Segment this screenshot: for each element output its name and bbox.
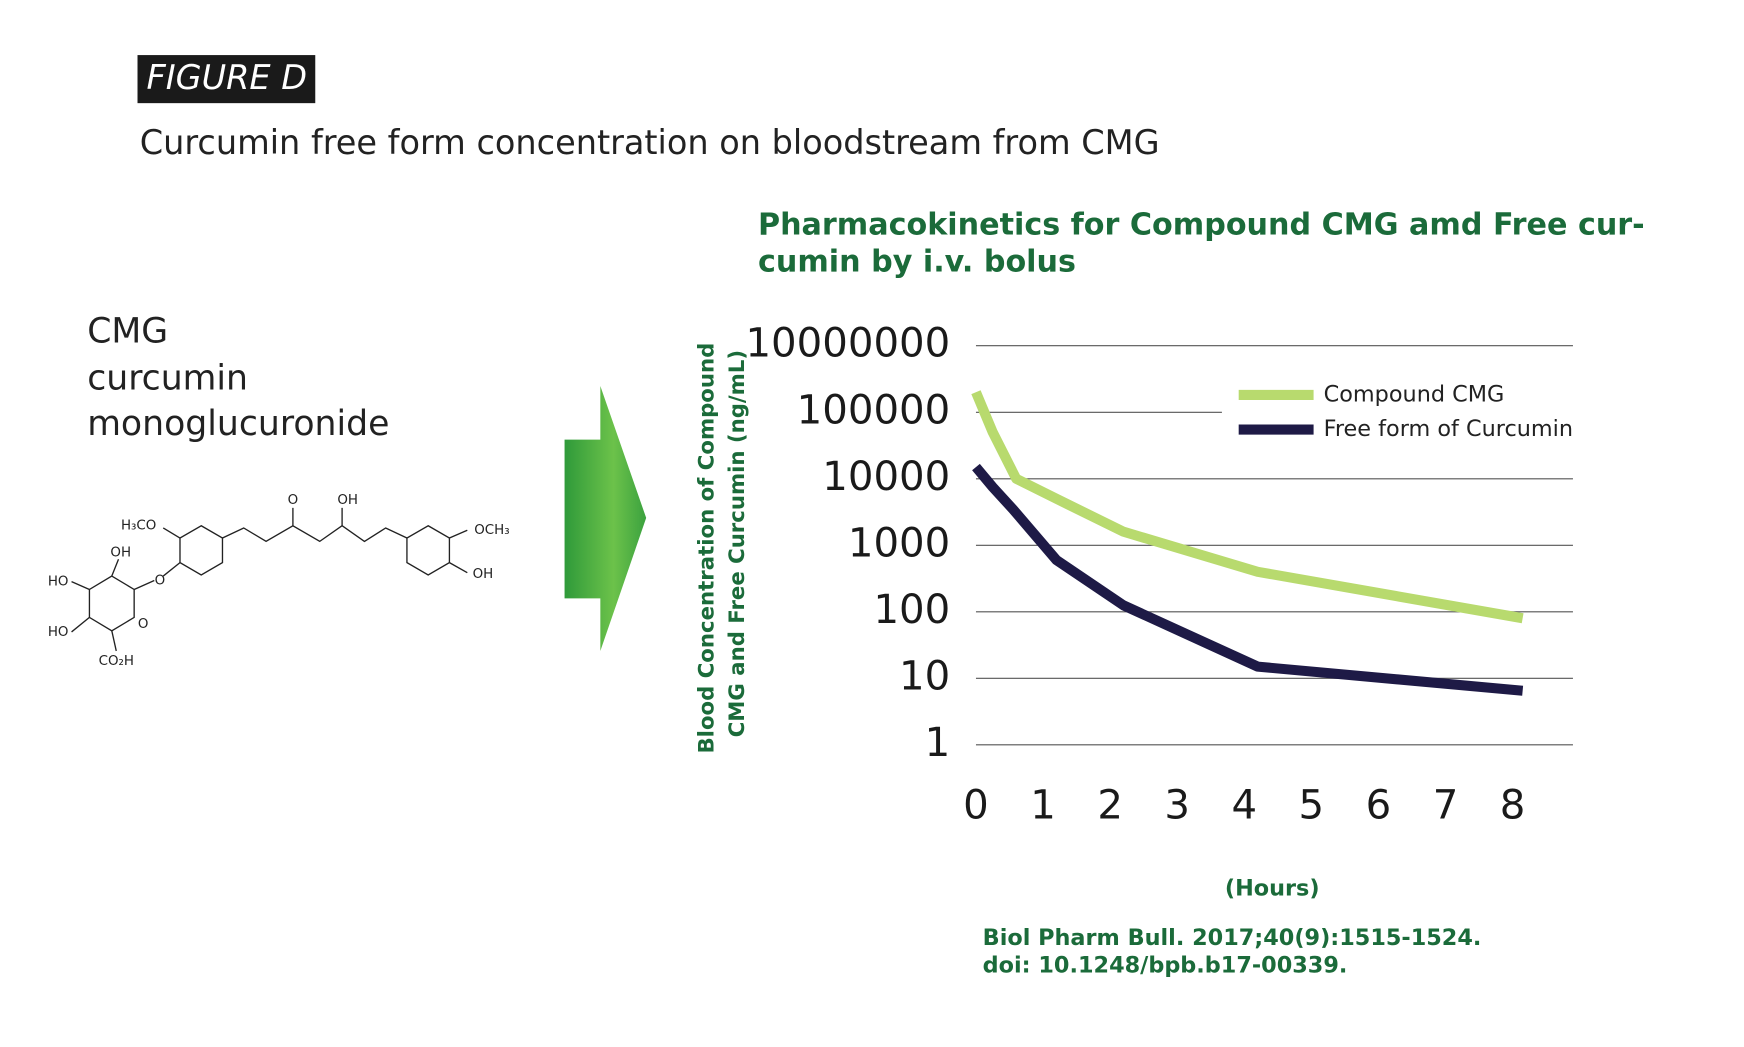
figure-label-box <box>137 55 316 104</box>
atom-label: O <box>155 574 166 589</box>
atom-label: OH <box>337 493 358 508</box>
citation: Biol Pharm Bull. 2017;40(9):1515-1524. <box>983 925 1482 951</box>
atom-label: H₃CO <box>121 519 156 534</box>
x-tick-label: 3 <box>1164 782 1190 828</box>
compound-name: curcumin <box>87 358 248 398</box>
y-tick-label: 1000 <box>848 520 950 566</box>
x-tick-label: 7 <box>1433 782 1459 828</box>
arrow <box>564 385 647 651</box>
y-tick-label: 100000 <box>797 387 951 433</box>
y-tick-label: 1 <box>925 720 951 766</box>
y-tick-label: 10000000 <box>745 321 950 367</box>
atom-label: HO <box>48 625 69 640</box>
atom-label: CO₂H <box>99 654 134 669</box>
atom-label: OH <box>473 567 494 582</box>
x-axis-label: (Hours) <box>1225 876 1320 902</box>
x-tick-label: 1 <box>1030 782 1056 828</box>
legend-box <box>1221 377 1575 447</box>
atom-label: OCH₃ <box>474 523 509 538</box>
y-tick-label: 100 <box>873 587 950 633</box>
x-tick-label: 4 <box>1231 782 1257 828</box>
atom-label: OH <box>110 546 131 561</box>
x-tick-label: 6 <box>1366 782 1392 828</box>
legend-label: Free form of Curcumin <box>1324 416 1573 442</box>
citation: doi: 10.1248/bpb.b17-00339. <box>983 953 1348 979</box>
y-axis-label: CMG and Free Curcumin (ng/mL) <box>725 350 750 737</box>
atom-label: HO <box>48 575 69 590</box>
atom-label: O <box>288 493 299 508</box>
x-tick-label: 0 <box>963 782 989 828</box>
y-tick-label: 10000 <box>822 454 950 500</box>
chart-title: cumin by i.v. bolus <box>758 245 1076 280</box>
chemical-structure: O OH H₃CO OCH₃ OH OH HO O O HO CO₂H <box>48 493 510 669</box>
figure-label: FIGURE D <box>146 58 307 97</box>
atom-label: O <box>138 617 149 632</box>
y-tick-label: 10 <box>899 653 950 699</box>
chart-title: Pharmacokinetics for Compound CMG amd Fr… <box>758 208 1645 243</box>
legend-label: Compound CMG <box>1324 381 1505 407</box>
x-tick-label: 5 <box>1299 782 1325 828</box>
heading: Curcumin free form concentration on bloo… <box>140 123 1160 162</box>
series-line <box>971 390 1524 624</box>
x-tick-label: 2 <box>1097 782 1123 828</box>
compound-name: CMG <box>87 311 168 351</box>
compound-name: monoglucuronide <box>87 404 389 444</box>
y-axis-label: Blood Concentration of Compound <box>695 343 720 754</box>
series-line <box>972 463 1524 696</box>
x-tick-label: 8 <box>1500 782 1526 828</box>
